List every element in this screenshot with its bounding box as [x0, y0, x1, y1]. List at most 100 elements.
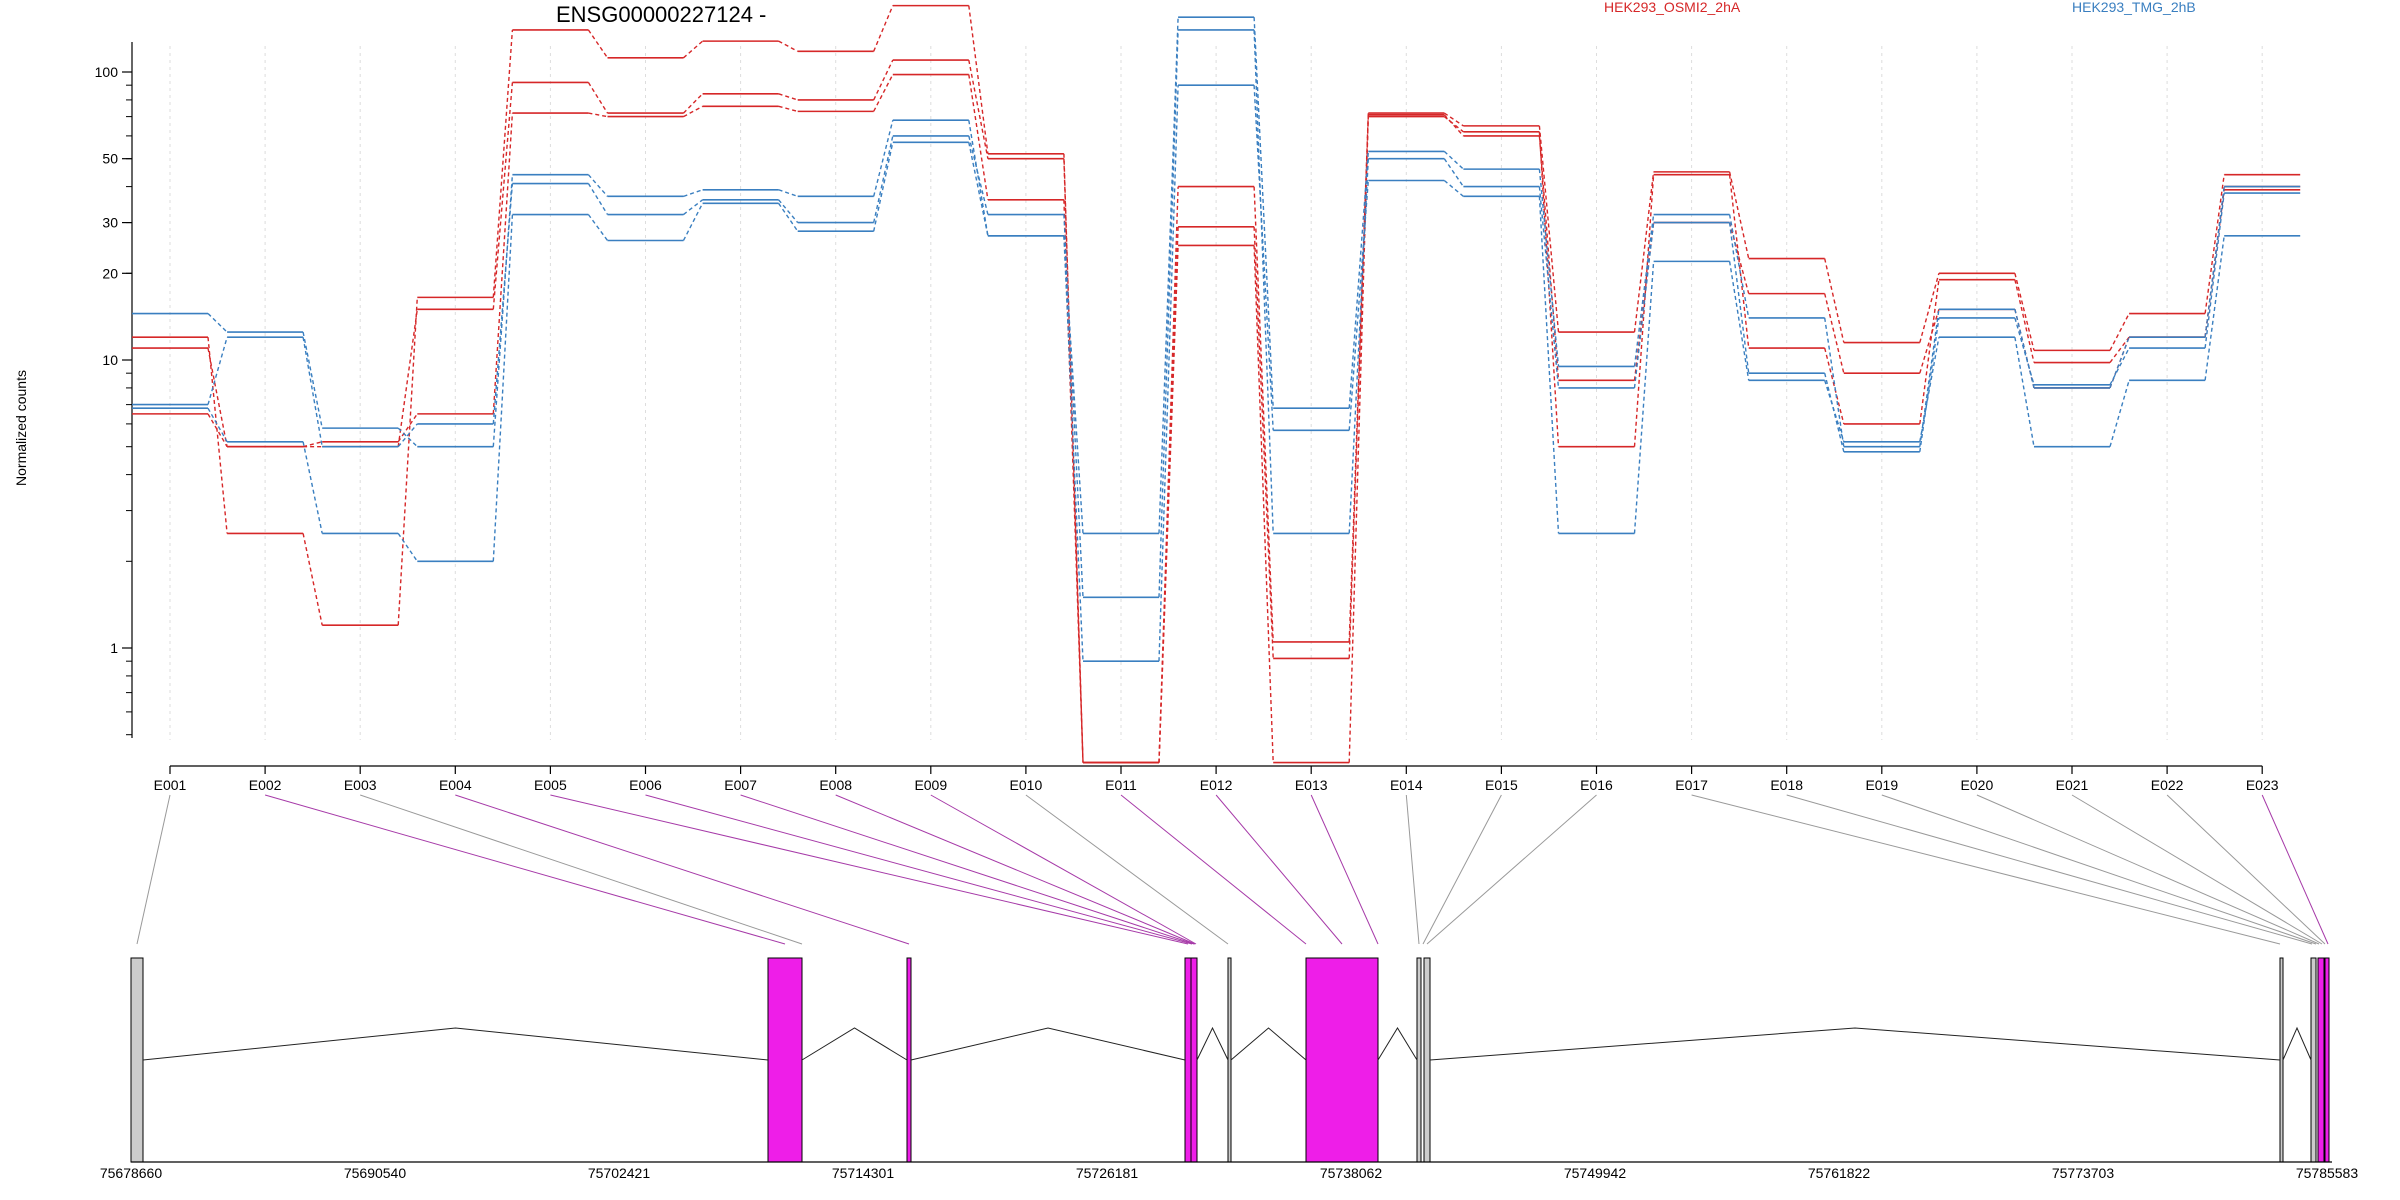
exon-link-E010 — [1025, 794, 1229, 945]
series-connector — [397, 297, 418, 626]
series-connector — [302, 331, 323, 429]
exon-block — [1190, 957, 1198, 1163]
series-connector — [778, 189, 798, 198]
exon-link-E011 — [1120, 794, 1307, 945]
series-connector — [1538, 169, 1560, 367]
x-tick-label-E016: E016 — [1580, 777, 1613, 793]
x-tick-label-E022: E022 — [2151, 777, 2184, 793]
series-connector — [492, 82, 514, 310]
series-connector — [683, 105, 703, 118]
series-connector — [778, 93, 798, 101]
exon-link-E018 — [1786, 794, 2313, 945]
gene-model — [130, 957, 2330, 1163]
intron-line — [1377, 1027, 1418, 1061]
series-connector — [1253, 17, 1274, 409]
genomic-coordinate-axis: 75678660 75690540 75702421 75714301 75726181… — [100, 1161, 2358, 1181]
y-tick-label: 20 — [102, 265, 118, 281]
series-connector — [2204, 174, 2225, 314]
series-connector — [968, 59, 989, 159]
series-connector — [1538, 196, 1560, 534]
coordinate-label: 75714301 — [832, 1165, 895, 1181]
series-connector — [1443, 158, 1464, 188]
y-tick-label: 10 — [102, 352, 118, 368]
x-tick-label-E013: E013 — [1295, 777, 1328, 793]
series-connector — [873, 142, 894, 232]
series-connector — [1158, 17, 1179, 534]
exon-link-E022 — [2166, 794, 2326, 945]
x-tick-label-E008: E008 — [819, 777, 852, 793]
intron-line — [1230, 1027, 1307, 1061]
series-connector — [2204, 192, 2225, 349]
series-connector — [1919, 317, 1940, 452]
series-connector — [968, 5, 989, 154]
x-tick-label-E012: E012 — [1200, 777, 1233, 793]
exon-link-E012 — [1215, 794, 1343, 945]
exon-block — [906, 957, 912, 1163]
y-tick-label: 1 — [110, 640, 118, 656]
series-connector — [682, 202, 704, 241]
legend: HEK293_OSMI2_2hA HEK293_TMG_2hB — [1604, 0, 2196, 15]
series-group — [132, 4, 2301, 764]
intron-line — [910, 1027, 1186, 1061]
series-connector — [302, 337, 323, 447]
series-connector — [207, 413, 228, 448]
exon-link-E016 — [1426, 794, 1597, 945]
series-connector — [1824, 258, 1845, 343]
series-4 — [132, 16, 2301, 535]
exon-link-E005 — [550, 794, 1189, 945]
series-connector — [1158, 186, 1179, 763]
series-connector — [1919, 273, 1940, 343]
series-connector — [873, 135, 894, 223]
x-tick-label-E017: E017 — [1675, 777, 1708, 793]
exon-link-E014 — [1405, 794, 1420, 945]
series-connector — [2109, 336, 2130, 389]
series-connector — [2109, 380, 2130, 447]
series-connector — [1824, 347, 1845, 425]
exon-block — [1227, 957, 1232, 1163]
exon-block — [2317, 957, 2325, 1163]
series-connector — [207, 337, 228, 534]
series-connector — [1443, 114, 1464, 137]
intron-line — [2282, 1026, 2312, 1061]
exon-link-E015 — [1422, 794, 1502, 945]
series-connector — [587, 82, 609, 114]
series-connector — [1158, 85, 1179, 662]
series-connector — [1728, 222, 1750, 294]
series-connector — [1824, 380, 1845, 442]
series-connector — [2014, 273, 2035, 351]
series-connector — [397, 423, 418, 448]
series-connector — [683, 40, 704, 59]
exon-link-E008 — [835, 794, 1196, 945]
x-tick-label-E009: E009 — [914, 777, 947, 793]
x-axis: E001 E002 E003 E004 E005 E006 E007 E008 E009 E010… — [154, 765, 2279, 793]
y-tick-label: 50 — [102, 151, 118, 167]
series-connector — [873, 5, 894, 52]
series-connector — [1253, 226, 1274, 659]
exon-link-E019 — [1881, 794, 2317, 945]
series-connector — [207, 313, 228, 333]
series-connector — [1063, 235, 1084, 662]
exon-link-E001 — [136, 794, 171, 945]
x-tick-label-E002: E002 — [249, 777, 282, 793]
series-connector — [492, 29, 514, 298]
series-connector — [2204, 235, 2225, 381]
series-connector — [1728, 222, 1750, 374]
exon-link-E020 — [1976, 794, 2320, 945]
chart-title: ENSG00000227124 - — [556, 2, 766, 27]
exon-link-E021 — [2071, 794, 2323, 945]
series-connector — [1443, 112, 1464, 127]
series-connector — [397, 413, 418, 443]
exon-link-E013 — [1310, 794, 1379, 945]
coordinate-label: 75773703 — [2052, 1165, 2115, 1181]
series-connector — [778, 105, 798, 113]
exon-block — [2324, 957, 2330, 1163]
series-connector — [2204, 186, 2225, 338]
series-connector — [778, 40, 799, 52]
series-connector — [1728, 174, 1750, 349]
series-connector — [873, 120, 894, 197]
exon-link-E007 — [740, 794, 1195, 945]
series-connector — [1728, 261, 1750, 381]
exon-link-E003 — [360, 794, 803, 945]
series-5 — [132, 29, 2301, 599]
series-connector — [1348, 158, 1369, 534]
